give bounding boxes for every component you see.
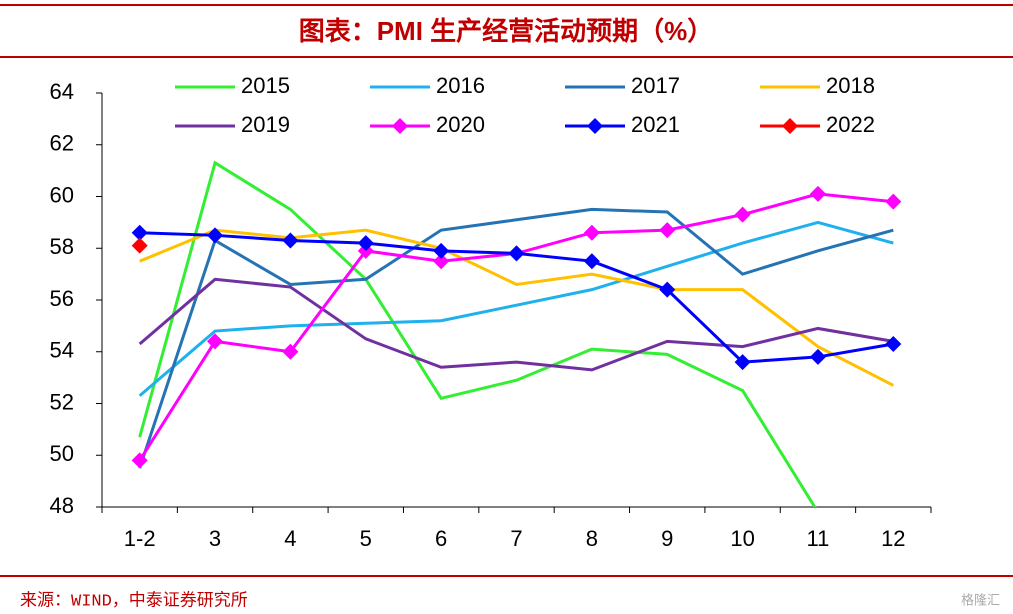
legend-marker <box>587 118 603 134</box>
y-tick-label: 52 <box>50 389 74 414</box>
x-tick-label: 1-2 <box>124 526 156 551</box>
series-marker <box>583 224 600 241</box>
series-marker <box>734 206 751 223</box>
series-line <box>138 220 894 397</box>
series-marker <box>659 281 676 298</box>
series-marker <box>809 185 826 202</box>
legend-label: 2018 <box>826 73 875 98</box>
x-tick-label: 6 <box>435 526 447 551</box>
series-line <box>139 228 895 387</box>
y-tick-label: 56 <box>50 286 74 311</box>
series-marker <box>131 224 148 241</box>
y-tick-label: 62 <box>50 131 74 156</box>
series-marker <box>583 253 600 270</box>
series-line <box>138 160 817 507</box>
y-tick-label: 54 <box>50 338 74 363</box>
legend-label: 2020 <box>436 112 485 137</box>
series-line <box>138 277 894 372</box>
series-marker <box>131 452 148 469</box>
x-tick-label: 7 <box>510 526 522 551</box>
series-marker <box>433 242 450 259</box>
series-marker <box>885 335 902 352</box>
legend-label: 2017 <box>631 73 680 98</box>
y-tick-label: 50 <box>50 441 74 466</box>
x-tick-label: 5 <box>360 526 372 551</box>
series-line <box>138 207 894 469</box>
x-tick-label: 11 <box>807 526 830 551</box>
series-marker <box>207 333 224 350</box>
y-tick-label: 60 <box>50 182 74 207</box>
source-note: 来源：WIND，中泰证券研究所 <box>20 590 248 611</box>
x-tick-label: 10 <box>730 526 754 551</box>
plot-area <box>131 160 902 507</box>
y-tick-label: 48 <box>50 493 74 518</box>
legend-label: 2015 <box>241 73 290 98</box>
x-tick-label: 4 <box>284 526 296 551</box>
x-tick-label: 8 <box>586 526 598 551</box>
series-marker <box>885 193 902 210</box>
chart-title: 图表：PMI 生产经营活动预期（%） <box>299 16 714 46</box>
series-marker <box>282 343 299 360</box>
legend-label: 2022 <box>826 112 875 137</box>
series-marker <box>282 232 299 249</box>
series-marker <box>508 245 525 262</box>
series-marker <box>131 237 148 254</box>
x-tick-label: 3 <box>209 526 221 551</box>
legend-label: 2021 <box>631 112 680 137</box>
x-tick-label: 9 <box>661 526 673 551</box>
series-marker <box>734 354 751 371</box>
series-marker <box>809 348 826 365</box>
y-tick-label: 64 <box>50 79 74 104</box>
legend-marker <box>392 118 408 134</box>
y-tick-label: 58 <box>50 234 74 259</box>
series-marker <box>659 222 676 239</box>
x-tick-label: 12 <box>881 526 905 551</box>
legend-label: 2016 <box>436 73 485 98</box>
series-marker <box>357 235 374 252</box>
series-marker <box>207 227 224 244</box>
watermark: 格隆汇 <box>961 592 1000 607</box>
legend-label: 2019 <box>241 112 290 137</box>
legend-marker <box>782 118 798 134</box>
series-marker <box>433 253 450 270</box>
